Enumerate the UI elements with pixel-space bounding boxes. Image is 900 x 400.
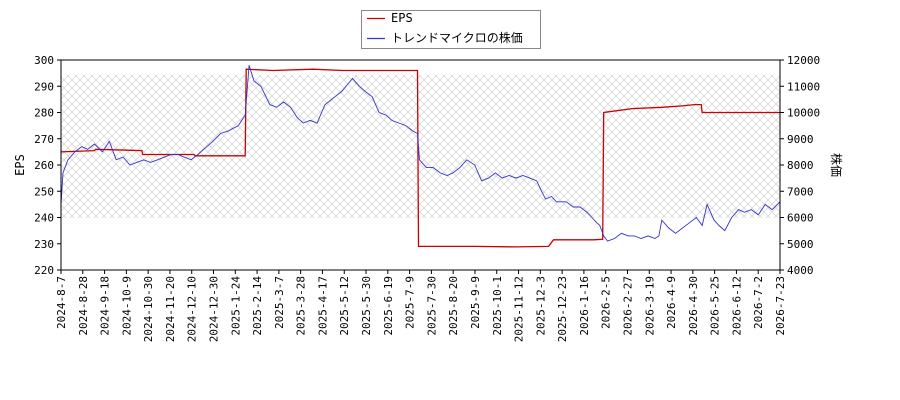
x-tick-label: 2026-4-30 — [687, 276, 700, 336]
left-tick-label: 300 — [34, 54, 54, 67]
right-tick-label: 12000 — [787, 54, 820, 67]
x-tick-label: 2024-11-20 — [164, 276, 177, 342]
x-tick-label: 2024-10-9 — [120, 276, 133, 336]
plot-area — [61, 60, 780, 270]
x-tick-label: 2025-6-19 — [382, 276, 395, 336]
x-tick-label: 2024-8-7 — [55, 276, 68, 329]
x-tick-label: 2024-10-30 — [142, 276, 155, 342]
right-axis: 4000 5000 6000 7000 8000 9000 10000 11000 12000 — [780, 54, 820, 277]
right-tick-label: 8000 — [787, 159, 814, 172]
right-tick-label: 9000 — [787, 133, 814, 146]
x-tick-label: 2026-2-27 — [622, 276, 635, 336]
x-tick-label: 2026-4-9 — [665, 276, 678, 329]
x-tick-label: 2025-9-9 — [469, 276, 482, 329]
left-tick-label: 290 — [34, 80, 54, 93]
left-tick-label: 260 — [34, 159, 54, 172]
x-tick-label: 2025-7-9 — [404, 276, 417, 329]
x-tick-label: 2024-8-28 — [77, 276, 90, 336]
left-tick-label: 270 — [34, 133, 54, 146]
legend-label-price: トレンドマイクロの株価 — [391, 30, 523, 45]
right-axis-title: 株価 — [829, 153, 844, 177]
x-tick-label: 2025-7-30 — [425, 276, 438, 336]
x-tick-label: 2026-5-25 — [709, 276, 722, 336]
x-axis: 2024-8-7 2024-8-28 2024-9-18 2024-10-9 2024-… — [55, 270, 787, 342]
x-tick-label: 2025-12-23 — [556, 276, 569, 342]
left-axis-title: EPS — [13, 154, 27, 176]
left-tick-label: 230 — [34, 238, 54, 251]
x-tick-label: 2025-1-24 — [229, 276, 242, 336]
x-tick-label: 2024-12-30 — [208, 276, 221, 342]
left-axis: 220 230 240 250 260 270 280 290 300 — [34, 54, 61, 277]
right-tick-label: 11000 — [787, 80, 820, 93]
right-tick-label: 7000 — [787, 185, 814, 198]
x-tick-label: 2025-2-14 — [251, 276, 264, 336]
series-lines — [60, 65, 781, 248]
eps-line — [60, 68, 780, 248]
x-tick-label: 2025-10-1 — [491, 276, 504, 336]
stock-price-line — [60, 65, 781, 242]
legend: EPS トレンドマイクロの株価 — [361, 10, 541, 49]
x-tick-label: 2025-4-17 — [317, 276, 330, 336]
x-tick-label: 2025-3-7 — [273, 276, 286, 329]
legend-box — [361, 10, 541, 49]
x-tick-label: 2025-5-12 — [338, 276, 351, 336]
x-tick-label: 2026-1-16 — [578, 276, 591, 336]
x-tick-label: 2026-3-19 — [643, 276, 656, 336]
x-tick-label: 2024-9-18 — [99, 276, 112, 336]
left-tick-label: 280 — [34, 107, 54, 120]
x-tick-label: 2025-5-30 — [360, 276, 373, 336]
right-tick-label: 10000 — [787, 107, 820, 120]
left-tick-label: 220 — [34, 264, 54, 277]
right-tick-label: 5000 — [787, 238, 814, 251]
x-tick-label: 2026-7-2 — [752, 276, 765, 329]
hatched-band — [61, 75, 780, 218]
x-tick-label: 2026-6-12 — [730, 276, 743, 336]
right-tick-label: 6000 — [787, 212, 814, 225]
x-tick-label: 2024-12-10 — [186, 276, 199, 342]
x-tick-label: 2026-7-23 — [774, 276, 787, 336]
x-tick-label: 2026-2-5 — [600, 276, 613, 329]
right-tick-label: 4000 — [787, 264, 814, 277]
left-tick-label: 250 — [34, 185, 54, 198]
x-tick-label: 2025-12-3 — [534, 276, 547, 336]
x-tick-label: 2025-3-28 — [295, 276, 308, 336]
x-tick-label: 2025-8-20 — [447, 276, 460, 336]
left-tick-label: 240 — [34, 212, 54, 225]
x-tick-label: 2025-11-12 — [513, 276, 526, 342]
legend-label-eps: EPS — [391, 11, 413, 25]
